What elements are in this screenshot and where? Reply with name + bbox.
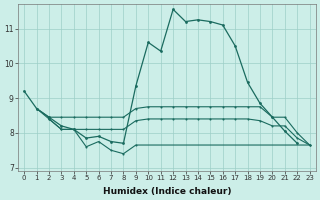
X-axis label: Humidex (Indice chaleur): Humidex (Indice chaleur) xyxy=(103,187,231,196)
